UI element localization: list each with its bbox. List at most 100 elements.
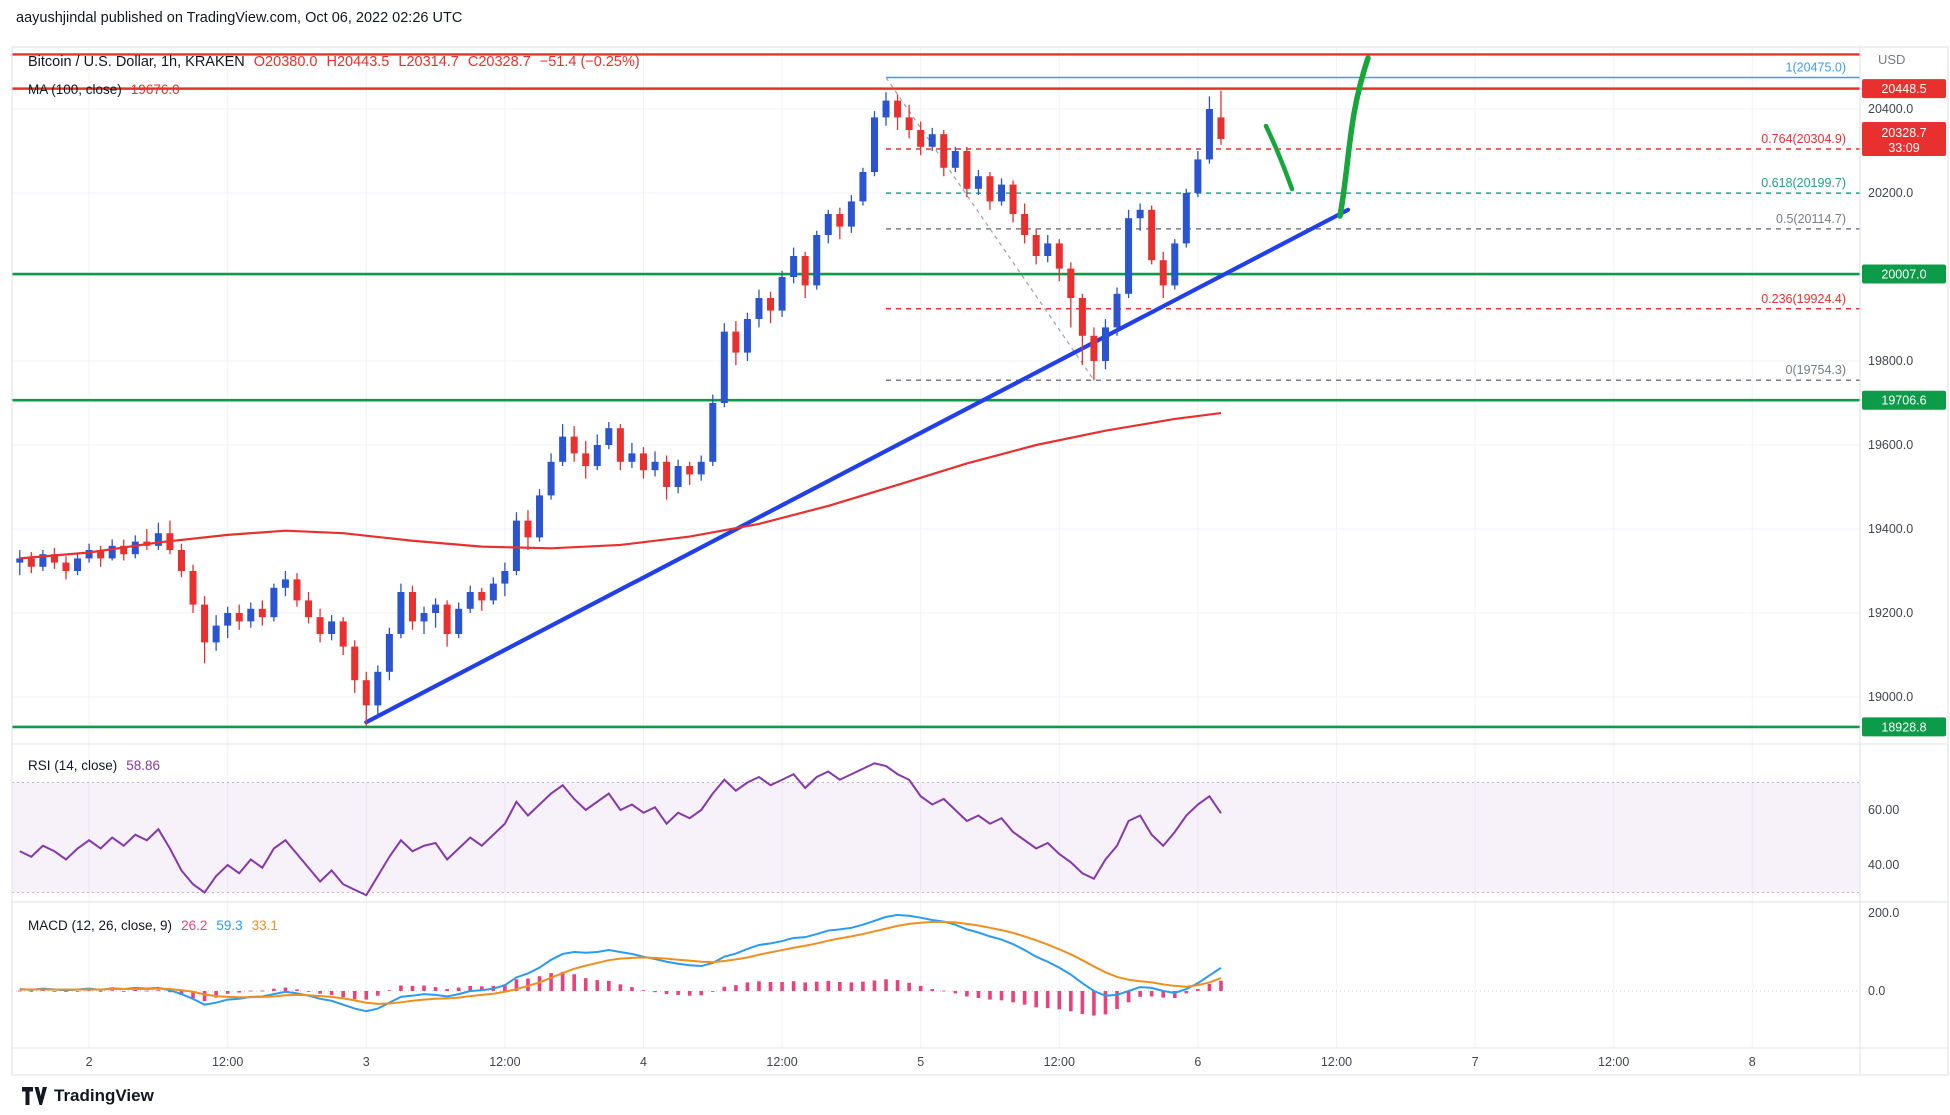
macd-hist-bar <box>988 991 992 1000</box>
time-tick-label: 6 <box>1194 1055 1201 1069</box>
macd-hist-bar <box>641 990 646 992</box>
fib-level-label: 0(19754.3) <box>1786 363 1846 377</box>
candle-body <box>697 461 705 475</box>
macd-hist-bar <box>341 991 345 998</box>
candle-body <box>501 571 509 584</box>
candle-body <box>639 453 647 471</box>
candle-body <box>1159 260 1167 286</box>
tradingview-logo-icon <box>22 1087 47 1105</box>
chart-frame <box>11 46 1949 1076</box>
candle-body <box>235 613 243 622</box>
candle-body <box>767 298 775 311</box>
candle-body <box>847 201 855 227</box>
candle-body <box>905 117 913 130</box>
tradingview-branding[interactable]: TradingView <box>22 1086 154 1106</box>
macd-hist-value: 26.2 <box>181 918 208 933</box>
candle-body <box>940 134 948 168</box>
candle-body <box>801 256 809 286</box>
ohlc-close: C20328.7 <box>467 54 531 70</box>
candle-body <box>351 646 359 681</box>
candle-body <box>755 298 763 319</box>
rsi-legend[interactable]: RSI (14, close) 58.86 <box>28 758 169 773</box>
macd-hist-bar <box>722 986 727 991</box>
macd-hist-bar <box>734 985 738 991</box>
macd-hist-bar <box>479 986 484 991</box>
candle-body <box>1044 243 1052 256</box>
price-tick-label: 20200.0 <box>1868 186 1913 200</box>
macd-hist-bar <box>399 985 403 991</box>
candle-body <box>1009 184 1017 214</box>
candle-body <box>432 604 440 613</box>
candle-body <box>1136 209 1144 219</box>
macd-hist-bar <box>907 982 911 991</box>
macd-hist-bar <box>503 984 507 991</box>
symbol-legend[interactable]: Bitcoin / U.S. Dollar, 1h, KRAKEN O20380.… <box>28 54 649 70</box>
candle-body <box>1182 193 1190 244</box>
macd-hist-bar <box>110 990 114 992</box>
macd-hist-bar <box>87 990 91 992</box>
price-badge-label: 20448.5 <box>1881 82 1926 96</box>
macd-hist-bar <box>29 991 34 992</box>
candle-body <box>593 445 601 466</box>
price-badge-label: 18928.8 <box>1881 720 1926 734</box>
macd-hist-bar <box>179 991 184 995</box>
candle-body <box>651 461 659 471</box>
macd-hist-bar <box>653 991 657 993</box>
time-tick-label: 12:00 <box>766 1055 797 1069</box>
macd-hist-bar <box>1138 991 1142 997</box>
macd-hist-bar <box>1034 991 1038 1008</box>
macd-hist-bar <box>560 971 565 991</box>
candle-body <box>1194 159 1202 193</box>
candle-body <box>1171 243 1179 286</box>
time-tick-label: 5 <box>917 1055 924 1069</box>
macd-hist-bar <box>537 976 542 991</box>
candle-body <box>270 587 278 618</box>
macd-hist-bar <box>814 981 819 991</box>
candle-body <box>258 608 266 618</box>
candle-body <box>293 579 301 601</box>
rsi-band <box>12 782 1860 893</box>
macd-hist-bar <box>1069 991 1073 1012</box>
candle-body <box>824 214 832 235</box>
macd-hist-bar <box>526 978 530 991</box>
macd-hist-bar <box>595 980 600 991</box>
candle-body <box>1148 209 1156 261</box>
candle-body <box>720 331 728 403</box>
macd-legend[interactable]: MACD (12, 26, close, 9) 26.2 59.3 33.1 <box>28 918 287 933</box>
macd-hist-bar <box>918 985 923 991</box>
ma-100-line <box>19 411 1222 560</box>
price-badge <box>1862 121 1946 156</box>
candle-body <box>397 592 405 634</box>
macd-hist-bar <box>376 991 380 996</box>
candle-body <box>512 520 520 571</box>
candle-body <box>582 453 590 466</box>
candle-body <box>570 436 578 454</box>
time-tick-label: 12:00 <box>489 1055 520 1069</box>
time-tick-label: 2 <box>86 1055 93 1069</box>
candle-body <box>547 461 555 496</box>
macd-hist-bar <box>1149 991 1154 997</box>
ma-legend[interactable]: MA (100, close) 19676.0 <box>28 82 189 97</box>
candle-body <box>1090 335 1098 361</box>
macd-hist-bar <box>1045 991 1050 1009</box>
macd-label: MACD (12, 26, close, 9) <box>28 918 173 933</box>
macd-hist-bar <box>295 989 299 991</box>
macd-hist-bar <box>306 991 311 992</box>
candle-body <box>362 680 370 706</box>
macd-hist-bar <box>1207 983 1212 991</box>
rsi-line <box>19 762 1222 897</box>
price-tick-label: 20400.0 <box>1868 102 1913 116</box>
macd-hist-bar <box>202 991 207 1002</box>
candle-body <box>605 428 613 445</box>
candle-body <box>813 235 821 286</box>
macd-hist-bar <box>572 974 576 991</box>
candle-body <box>224 613 232 626</box>
macd-hist-bar <box>237 991 242 993</box>
candle-body <box>1078 298 1086 336</box>
publish-header: aayushjindal published on TradingView.co… <box>16 10 463 26</box>
price-badge <box>1862 264 1946 284</box>
macd-hist-bar <box>64 991 68 992</box>
macd-hist-bar <box>849 982 854 991</box>
macd-hist-bar <box>17 990 22 992</box>
